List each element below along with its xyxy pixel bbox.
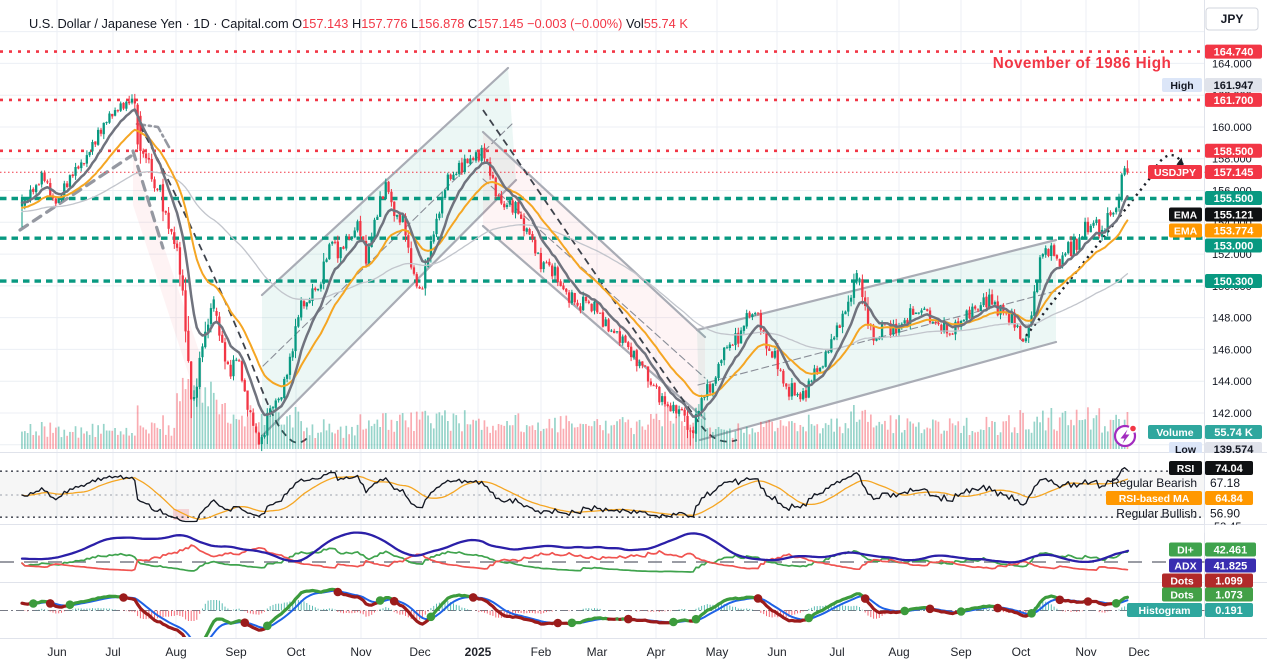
svg-text:Oct: Oct: [287, 645, 306, 659]
svg-text:November of 1986 High: November of 1986 High: [993, 55, 1171, 72]
svg-text:Nov: Nov: [1075, 645, 1096, 659]
svg-text:Low: Low: [1175, 444, 1197, 456]
svg-text:1.073: 1.073: [1215, 590, 1243, 602]
svg-text:Oct: Oct: [1012, 645, 1031, 659]
svg-text:142.000: 142.000: [1212, 408, 1252, 420]
svg-text:146.000: 146.000: [1212, 344, 1252, 356]
svg-text:41.825: 41.825: [1214, 561, 1248, 573]
svg-text:148.000: 148.000: [1212, 313, 1252, 325]
svg-text:Aug: Aug: [165, 645, 186, 659]
svg-text:Jun: Jun: [767, 645, 786, 659]
svg-text:155.500: 155.500: [1214, 193, 1254, 205]
svg-text:Histogram: Histogram: [1139, 605, 1191, 617]
svg-text:RSI: RSI: [1177, 463, 1195, 475]
svg-text:Jul: Jul: [829, 645, 844, 659]
svg-text:160.000: 160.000: [1212, 122, 1252, 134]
svg-text:161.700: 161.700: [1214, 95, 1254, 107]
svg-text:Jul: Jul: [105, 645, 120, 659]
svg-text:153.000: 153.000: [1214, 241, 1254, 253]
svg-text:155.121: 155.121: [1214, 210, 1254, 222]
svg-text:0.191: 0.191: [1215, 605, 1243, 617]
svg-text:High: High: [1170, 80, 1193, 92]
svg-text:EMA: EMA: [1174, 210, 1198, 222]
svg-text:Nov: Nov: [350, 645, 371, 659]
svg-text:139.574: 139.574: [1214, 444, 1255, 456]
svg-text:USDJPY: USDJPY: [1154, 167, 1196, 179]
svg-text:ADX: ADX: [1174, 561, 1196, 573]
svg-text:Aug: Aug: [888, 645, 909, 659]
svg-text:Regular Bearish: Regular Bearish: [1111, 476, 1197, 490]
svg-text:2025: 2025: [465, 645, 492, 659]
svg-text:U.S. Dollar / Japanese Yen · 1: U.S. Dollar / Japanese Yen · 1D · Capita…: [29, 16, 688, 31]
svg-text:157.145: 157.145: [1214, 167, 1254, 179]
svg-text:64.84: 64.84: [1215, 493, 1243, 505]
svg-text:JPY: JPY: [1221, 12, 1244, 26]
svg-text:Dec: Dec: [409, 645, 430, 659]
svg-text:164.740: 164.740: [1214, 47, 1254, 59]
svg-text:May: May: [706, 645, 729, 659]
svg-text:153.774: 153.774: [1214, 226, 1255, 238]
svg-text:Volume: Volume: [1156, 427, 1193, 439]
svg-text:161.947: 161.947: [1214, 80, 1254, 92]
svg-text:Jun: Jun: [47, 645, 66, 659]
svg-text:150.300: 150.300: [1214, 276, 1254, 288]
svg-text:164.000: 164.000: [1212, 58, 1252, 70]
svg-text:42.461: 42.461: [1214, 545, 1248, 557]
svg-text:67.18: 67.18: [1210, 476, 1240, 490]
svg-text:158.500: 158.500: [1214, 146, 1254, 158]
svg-text:Dots: Dots: [1170, 590, 1193, 602]
svg-text:EMA: EMA: [1174, 226, 1198, 238]
svg-text:DI+: DI+: [1177, 545, 1194, 557]
svg-text:1.099: 1.099: [1215, 576, 1243, 588]
svg-text:Sep: Sep: [950, 645, 972, 659]
svg-text:74.04: 74.04: [1215, 463, 1243, 475]
svg-text:Sep: Sep: [225, 645, 247, 659]
svg-text:144.000: 144.000: [1212, 376, 1252, 388]
svg-text:RSI-based MA: RSI-based MA: [1119, 493, 1190, 505]
svg-text:Mar: Mar: [587, 645, 608, 659]
svg-text:55.74 K: 55.74 K: [1214, 427, 1253, 439]
svg-text:Regular Bullish: Regular Bullish: [1116, 507, 1197, 521]
svg-text:Dec: Dec: [1128, 645, 1149, 659]
svg-text:Dots: Dots: [1170, 576, 1193, 588]
svg-text:Feb: Feb: [531, 645, 552, 659]
svg-text:56.90: 56.90: [1210, 507, 1240, 521]
svg-text:Apr: Apr: [647, 645, 666, 659]
